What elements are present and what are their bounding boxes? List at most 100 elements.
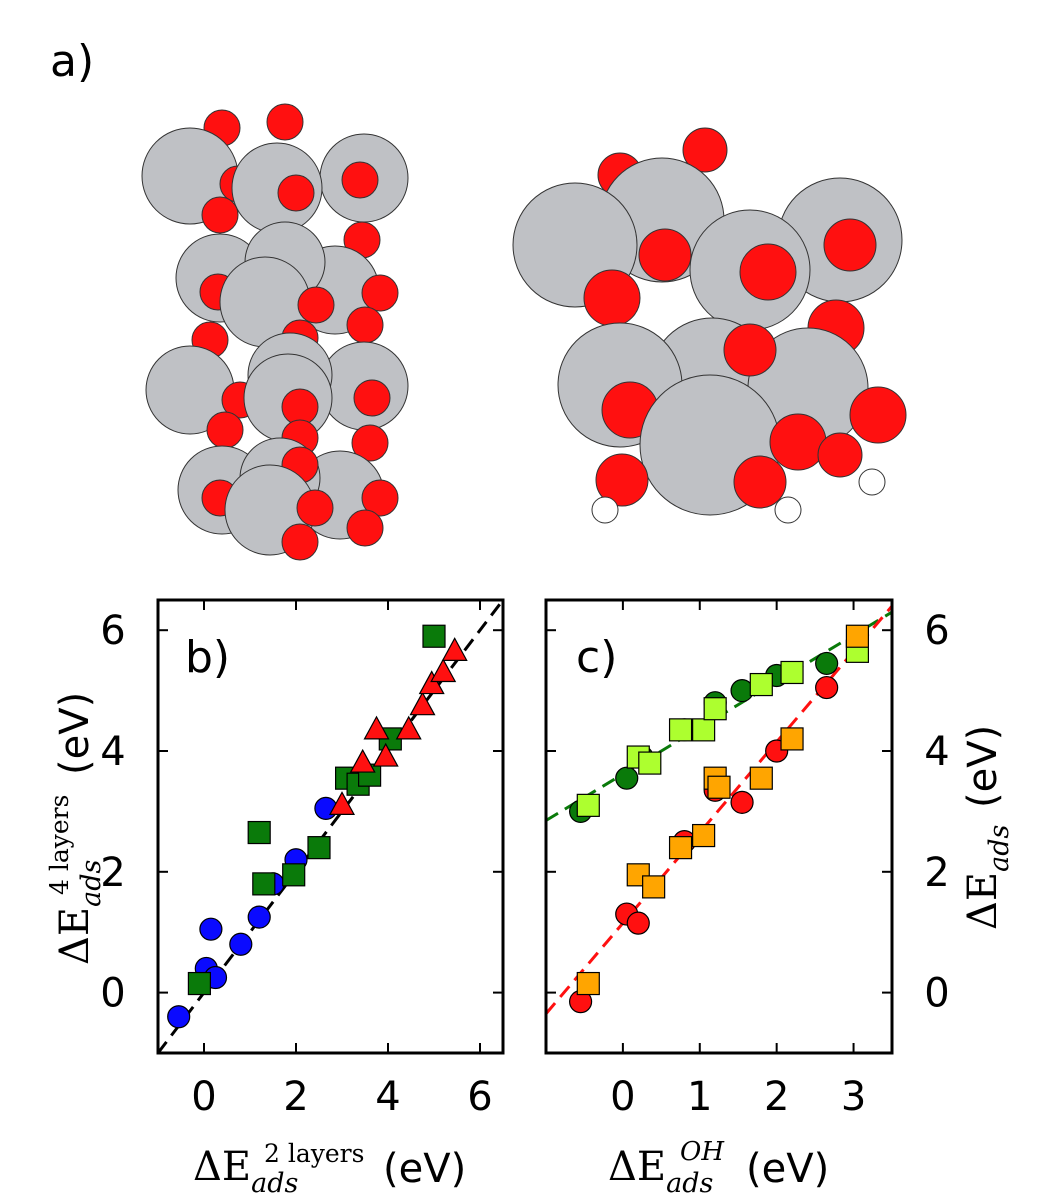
y-tick-label-c-6: 6	[924, 608, 949, 654]
oxygen-atom	[638, 228, 692, 282]
point-b-1-4	[307, 836, 331, 860]
point-b-1-2	[252, 872, 276, 896]
oxygen-atom	[595, 453, 649, 507]
x-label-b-unit: (eV)	[383, 1146, 466, 1192]
oxygen-atom	[583, 269, 641, 327]
oxygen-atom	[353, 379, 391, 417]
point-c-3-7	[749, 766, 773, 790]
x-tick-label-c-0: 0	[610, 1074, 635, 1120]
panel-label-a: a)	[50, 36, 94, 87]
point-b-1-0	[187, 971, 211, 996]
hydrogen-atom	[858, 468, 886, 496]
point-c-3-4	[692, 823, 716, 848]
point-c-1-0	[576, 793, 600, 817]
x-tick-label-c-3: 3	[841, 1074, 866, 1120]
point-b-2-8	[441, 637, 468, 661]
x-tick-label-b-2: 2	[283, 1074, 308, 1120]
x-label-b-sub: ads	[251, 1168, 298, 1199]
oxygen-atom	[739, 243, 797, 301]
oxygen-atom	[341, 161, 379, 199]
svg-text:ΔEads: ΔEads	[52, 860, 107, 965]
oxygen-atom	[361, 479, 399, 517]
x-tick-label-b-0: 0	[191, 1074, 216, 1120]
point-c-1-6	[749, 672, 773, 697]
atomic-structure-left	[141, 103, 409, 561]
y-tick-label-c-0: 0	[924, 971, 949, 1017]
point-b-2-7	[430, 658, 457, 683]
y-tick-label-b-4: 4	[100, 729, 125, 775]
svg-text:ΔEads: ΔEads	[960, 825, 1015, 930]
point-b-0-4	[229, 932, 253, 956]
oxygen-atom	[201, 196, 239, 234]
y-tick-label-b-2: 2	[100, 850, 125, 896]
point-c-3-9	[845, 624, 870, 648]
point-c-2-5	[730, 790, 754, 814]
x-tick-label-b-6: 6	[467, 1074, 492, 1120]
x-label-c-unit: (eV)	[746, 1146, 829, 1192]
point-b-0-0	[167, 1005, 191, 1029]
point-b-2-2	[363, 715, 390, 740]
axes-frame-c	[544, 598, 894, 1055]
point-c-1-5	[703, 697, 727, 721]
x-axis-label-b: ΔEads 2 layers (eV)	[193, 1139, 466, 1199]
y-label-c-unit: (eV)	[960, 725, 1006, 808]
oxygen-atom	[277, 174, 315, 212]
y-axis-label-b: ΔEads 4 layers (eV)	[45, 692, 107, 965]
point-b-2-5	[409, 691, 436, 716]
y-label-b-sup: 4 layers	[45, 795, 74, 895]
x-label-c-sup: OH	[680, 1137, 725, 1167]
y-tick-label-c-4: 4	[924, 729, 949, 775]
x-axis-label-c: ΔEads OH (eV)	[608, 1137, 829, 1199]
axes-frame-b	[156, 598, 505, 1055]
point-c-2-7	[815, 675, 839, 700]
point-c-3-3	[668, 836, 693, 860]
fit-line-c-1	[546, 605, 892, 1015]
y-label-b-unit: (eV)	[52, 692, 98, 775]
point-b-2-1	[349, 748, 376, 773]
oxygen-atom	[361, 274, 399, 312]
svg-text:ΔEads: ΔEads	[193, 1144, 298, 1199]
x-label-c-delta: ΔE	[608, 1144, 666, 1190]
point-c-1-3	[668, 718, 693, 742]
point-c-3-6	[707, 775, 731, 799]
y-label-c-delta: ΔE	[960, 872, 1006, 930]
ticks-c: 0 1 2 3 0 2 4 6	[546, 600, 950, 1120]
svg-text:ΔEads: ΔEads	[608, 1144, 713, 1199]
atomic-structure-right	[512, 127, 907, 524]
oxygen-atom	[823, 218, 877, 272]
point-c-1-7	[780, 660, 804, 685]
y-axis-label-c: ΔEads (eV)	[960, 725, 1015, 930]
data-points-c	[568, 624, 870, 1014]
y-tick-label-b-6: 6	[100, 608, 125, 654]
oxygen-atom	[346, 306, 384, 344]
oxygen-atom	[351, 424, 389, 462]
oxygen-atom	[723, 323, 777, 377]
oxygen-atom	[297, 286, 335, 324]
y-tick-label-b-0: 0	[100, 971, 125, 1017]
point-b-2-3	[372, 742, 399, 767]
y-tick-label-c-2: 2	[924, 850, 949, 896]
hydrogen-atom	[591, 496, 619, 524]
point-c-3-2	[642, 875, 666, 899]
oxygen-atom	[346, 509, 384, 547]
point-b-2-0	[328, 791, 356, 815]
panel-label-c: c)	[576, 632, 617, 683]
oxygen-atom	[733, 455, 787, 509]
oxygen-atom	[281, 523, 319, 561]
hydrogen-atom	[774, 496, 802, 524]
point-b-0-3	[199, 917, 223, 941]
point-b-1-3	[282, 863, 306, 887]
oxygen-atom	[682, 127, 728, 173]
point-c-0-7	[815, 651, 839, 676]
x-label-b-delta: ΔE	[193, 1144, 251, 1190]
point-b-2-4	[395, 715, 422, 740]
point-b-1-9	[422, 624, 446, 648]
oxygen-atom	[817, 432, 863, 478]
point-b-2-6	[418, 670, 445, 695]
point-b-1-1	[247, 820, 271, 845]
data-points-b	[167, 624, 468, 1029]
point-c-0-1	[615, 766, 639, 790]
y-label-c-sub: ads	[984, 825, 1015, 872]
